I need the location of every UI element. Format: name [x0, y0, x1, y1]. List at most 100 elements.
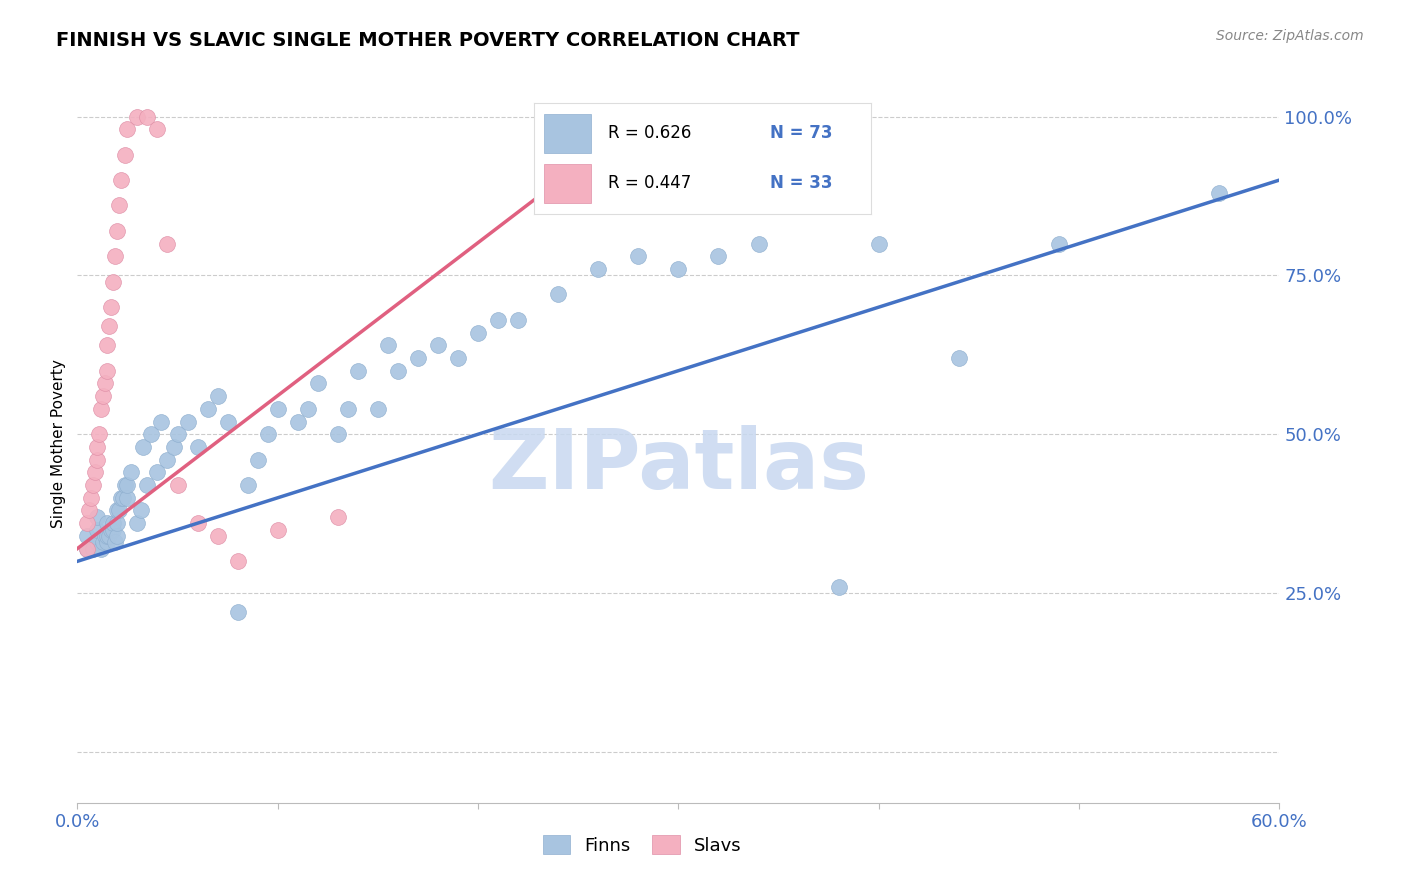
Point: [156, 452, 179, 467]
Point: [76, 541, 98, 556]
Point: [98, 319, 121, 334]
Point: [297, 401, 319, 416]
Point: [166, 478, 188, 492]
Point: [107, 516, 129, 531]
Point: [117, 491, 139, 505]
Point: [80, 491, 103, 505]
Point: [86, 523, 108, 537]
Point: [186, 440, 209, 454]
Point: [246, 452, 269, 467]
Point: [207, 529, 229, 543]
Point: [287, 415, 309, 429]
Point: [86, 535, 108, 549]
Point: [367, 401, 389, 416]
Point: [136, 478, 159, 492]
Point: [486, 313, 509, 327]
Point: [156, 236, 179, 251]
Point: [96, 516, 118, 531]
Point: [256, 427, 278, 442]
Point: [127, 516, 149, 531]
Point: [547, 287, 569, 301]
Point: [93, 389, 115, 403]
Point: [103, 523, 125, 537]
Point: [117, 478, 139, 492]
Point: [868, 236, 890, 251]
Point: [588, 262, 610, 277]
Point: [100, 523, 122, 537]
Point: [131, 503, 153, 517]
Point: [86, 509, 108, 524]
Point: [166, 427, 188, 442]
Point: [387, 364, 409, 378]
Point: [467, 326, 489, 340]
Point: [150, 415, 173, 429]
Text: FINNISH VS SLAVIC SINGLE MOTHER POVERTY CORRELATION CHART: FINNISH VS SLAVIC SINGLE MOTHER POVERTY …: [56, 31, 800, 50]
Point: [82, 541, 104, 556]
Legend: Finns, Slavs: Finns, Slavs: [536, 828, 749, 862]
Point: [103, 275, 125, 289]
Point: [93, 535, 115, 549]
Point: [107, 224, 129, 238]
Point: [110, 173, 132, 187]
Point: [326, 509, 349, 524]
Point: [186, 516, 209, 531]
Point: [94, 529, 117, 543]
Point: [104, 249, 127, 263]
Point: [226, 605, 249, 619]
Point: [447, 351, 470, 365]
Point: [103, 516, 125, 531]
Point: [707, 249, 730, 263]
Point: [146, 466, 169, 480]
Point: [107, 529, 129, 543]
Point: [96, 529, 118, 543]
Point: [108, 503, 131, 517]
Point: [84, 466, 107, 480]
Point: [90, 401, 112, 416]
Point: [267, 401, 290, 416]
Point: [96, 535, 118, 549]
Point: [127, 110, 149, 124]
Point: [748, 236, 770, 251]
Point: [146, 122, 169, 136]
Point: [207, 389, 229, 403]
Point: [307, 376, 329, 391]
Point: [141, 427, 163, 442]
Point: [86, 452, 108, 467]
Point: [377, 338, 399, 352]
Point: [117, 122, 139, 136]
Point: [176, 415, 198, 429]
Point: [406, 351, 429, 365]
Point: [104, 535, 127, 549]
Point: [326, 427, 349, 442]
Point: [114, 147, 136, 161]
Point: [96, 364, 118, 378]
Point: [136, 110, 159, 124]
Point: [94, 376, 117, 391]
Point: [197, 401, 219, 416]
Point: [627, 249, 650, 263]
Point: [427, 338, 450, 352]
Point: [89, 427, 111, 442]
Point: [110, 491, 132, 505]
Point: [100, 300, 122, 314]
Point: [217, 415, 239, 429]
Point: [76, 516, 98, 531]
Point: [1208, 186, 1230, 200]
Point: [336, 401, 359, 416]
Y-axis label: Single Mother Poverty: Single Mother Poverty: [51, 359, 66, 528]
Text: ZIPatlas: ZIPatlas: [488, 425, 869, 506]
Point: [108, 198, 131, 212]
Point: [668, 262, 690, 277]
Point: [114, 478, 136, 492]
Point: [508, 313, 530, 327]
Point: [347, 364, 370, 378]
Point: [86, 440, 108, 454]
Text: Source: ZipAtlas.com: Source: ZipAtlas.com: [1216, 29, 1364, 43]
Point: [267, 523, 290, 537]
Point: [98, 529, 121, 543]
Point: [112, 491, 135, 505]
Point: [76, 529, 98, 543]
Point: [162, 440, 184, 454]
Point: [107, 503, 129, 517]
Point: [1047, 236, 1070, 251]
